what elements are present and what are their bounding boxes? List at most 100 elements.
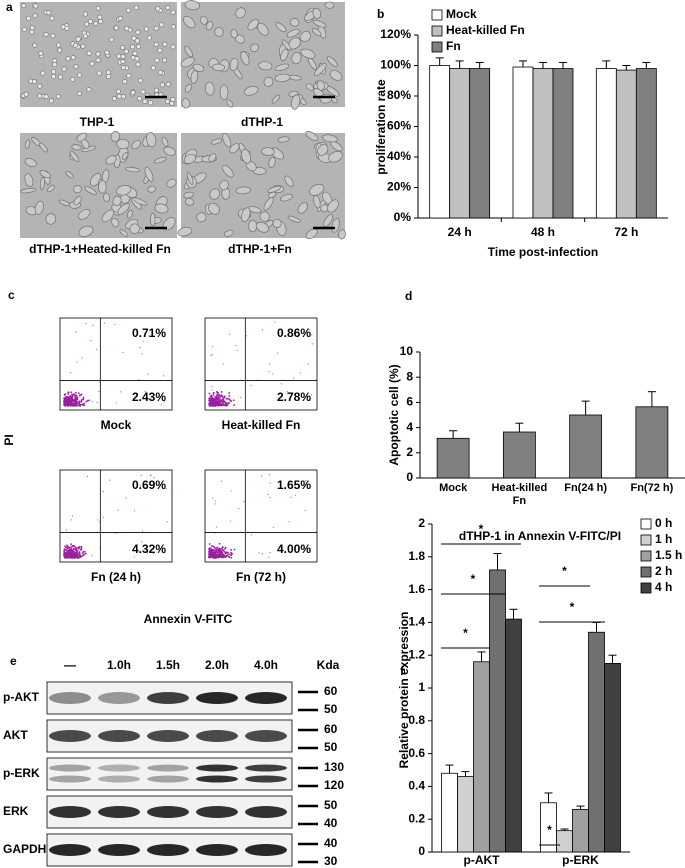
cell xyxy=(214,27,224,37)
blot-band xyxy=(98,775,140,783)
plot-caption: Heat-killed Fn xyxy=(222,418,301,432)
quadrant-percent: 0.69% xyxy=(132,478,166,492)
event-dot xyxy=(229,399,232,402)
cell xyxy=(24,158,37,167)
event-dot xyxy=(140,474,142,476)
event-dot xyxy=(98,390,100,393)
bar xyxy=(532,68,554,219)
bar xyxy=(505,618,522,853)
event-dot xyxy=(64,403,67,406)
event-dot xyxy=(69,400,72,403)
blot-band xyxy=(98,806,140,818)
y-tick-label: 0 xyxy=(418,844,425,858)
event-dot xyxy=(211,389,213,391)
y-tick-label: 1.4 xyxy=(408,615,425,629)
cell xyxy=(275,22,287,33)
event-dot xyxy=(230,554,233,557)
event-dot xyxy=(225,403,228,406)
cell xyxy=(77,72,83,78)
event-dot xyxy=(102,516,105,519)
cell xyxy=(311,28,322,37)
bar xyxy=(469,68,491,219)
event-dot xyxy=(212,398,215,400)
event-dot xyxy=(67,393,70,395)
y-tick-label: 6 xyxy=(406,395,413,409)
event-dot xyxy=(213,556,216,559)
blot-band xyxy=(196,764,238,772)
cell xyxy=(49,15,55,21)
event-dot xyxy=(147,373,149,375)
event-dot xyxy=(69,402,72,405)
bar xyxy=(635,68,657,219)
event-dot xyxy=(304,510,306,512)
error-bar xyxy=(509,608,518,620)
legend-swatch xyxy=(640,566,652,578)
cell xyxy=(50,33,56,39)
legend-swatch xyxy=(640,534,652,546)
event-dot xyxy=(290,496,292,498)
cell xyxy=(204,81,215,96)
cell xyxy=(165,81,171,87)
cell xyxy=(70,76,76,82)
bar xyxy=(502,431,536,479)
event-dot xyxy=(139,485,141,487)
marker-label: 60 xyxy=(324,722,338,736)
x-tick-label: 48 h xyxy=(531,225,555,239)
event-dot xyxy=(236,349,238,351)
error-bar xyxy=(592,621,601,633)
cell xyxy=(130,90,136,96)
cell xyxy=(130,44,136,50)
event-dot xyxy=(216,546,219,549)
event-dot xyxy=(82,396,84,399)
legend-swatch xyxy=(640,518,652,530)
event-dot xyxy=(139,347,141,349)
cell xyxy=(210,138,223,145)
blot-band xyxy=(147,764,189,772)
cell xyxy=(181,98,191,109)
cell xyxy=(104,50,110,56)
event-dot xyxy=(70,519,72,521)
event-dot xyxy=(250,384,252,387)
cell xyxy=(120,94,126,100)
event-dot xyxy=(114,323,116,326)
cell xyxy=(187,172,194,186)
event-dot xyxy=(235,344,237,347)
y-tick-label: 0.4 xyxy=(408,779,425,793)
cell xyxy=(247,19,259,31)
cell xyxy=(250,43,259,53)
event-dot xyxy=(77,392,80,395)
event-dot xyxy=(67,396,69,399)
cell xyxy=(116,184,132,196)
cell xyxy=(32,42,38,48)
event-dot xyxy=(66,554,69,556)
error-bar xyxy=(602,60,611,69)
cell xyxy=(96,70,102,76)
event-dot xyxy=(149,335,151,337)
cell xyxy=(48,98,54,104)
event-dot xyxy=(217,549,219,552)
micrograph xyxy=(20,131,177,238)
event-dot xyxy=(208,555,211,558)
event-dot xyxy=(88,399,90,402)
blot-row xyxy=(46,757,293,791)
error-bar xyxy=(475,61,484,69)
cell xyxy=(153,87,159,93)
quadrant-percent: 2.43% xyxy=(132,390,166,404)
cell xyxy=(241,207,251,223)
event-dot xyxy=(142,340,144,342)
legend-swatch xyxy=(640,582,652,594)
cell xyxy=(125,7,131,13)
cell xyxy=(196,212,207,223)
event-dot xyxy=(71,545,73,548)
event-dot xyxy=(311,394,313,396)
cell xyxy=(274,63,290,72)
cell xyxy=(146,35,152,41)
cell xyxy=(73,196,82,206)
cell xyxy=(39,170,51,179)
cell xyxy=(111,96,117,102)
event-dot xyxy=(221,552,224,554)
cell xyxy=(132,50,138,56)
event-dot xyxy=(78,400,81,403)
blot-frame xyxy=(46,757,293,791)
